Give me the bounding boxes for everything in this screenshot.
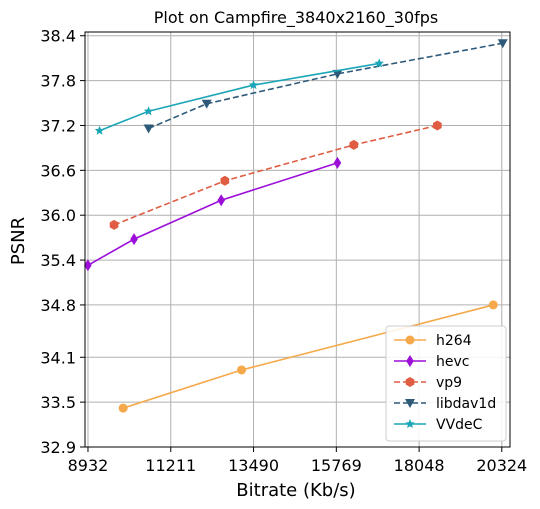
data-point	[130, 233, 138, 246]
y-tick-label: 33.5	[40, 393, 76, 412]
series-line	[148, 42, 503, 130]
x-axis-label: Bitrate (Kb/s)	[236, 480, 355, 501]
data-point	[94, 125, 105, 135]
data-point	[349, 139, 359, 150]
legend-label: libdav1d	[436, 396, 496, 412]
data-point	[237, 365, 247, 375]
x-tick-label: 20324	[476, 456, 527, 475]
axis-ticks: 8932 11211 13490 15769 18048 20324 32.9 33.5 34.…	[40, 27, 527, 475]
x-tick-label: 18048	[394, 456, 445, 475]
y-tick-label: 35.4	[40, 251, 76, 270]
legend-item-hevc: hevc	[394, 354, 469, 370]
legend-marker	[406, 355, 414, 367]
legend-label: VVdeC	[436, 417, 483, 433]
data-point	[143, 124, 154, 134]
data-point	[488, 300, 498, 310]
data-point	[109, 219, 119, 230]
legend: h264 hevc vp9 libdav1d VVdeC	[385, 325, 507, 442]
x-tick-label: 13490	[228, 456, 279, 475]
y-axis-label: PSNR	[8, 217, 29, 265]
data-point	[433, 120, 442, 131]
series-hevc	[84, 156, 342, 272]
y-tick-label: 36.6	[40, 161, 76, 180]
x-tick-label: 15769	[311, 456, 362, 475]
legend-item-vvdec: VVdeC	[394, 417, 483, 433]
legend-marker	[405, 419, 415, 429]
chart-title: Plot on Campfire_3840x2160_30fps	[154, 8, 439, 28]
legend-label: vp9	[436, 375, 462, 391]
series-vvdec	[94, 58, 384, 135]
plot-frame	[84, 31, 511, 448]
legend-box	[385, 325, 507, 442]
series-vp9	[109, 120, 442, 230]
legend-item-h264: h264	[394, 333, 472, 349]
y-tick-label: 34.8	[40, 296, 76, 315]
data-point	[217, 194, 226, 207]
data-point	[332, 69, 343, 79]
legend-marker	[405, 377, 415, 387]
x-tick-label: 11211	[145, 456, 196, 475]
legend-marker	[405, 335, 415, 345]
data-point	[201, 99, 212, 109]
legend-label: hevc	[436, 354, 469, 370]
data-point	[143, 106, 154, 116]
series-libdav1d	[143, 39, 508, 134]
series-line	[113, 124, 438, 226]
data-point	[248, 80, 259, 90]
y-tick-label: 37.8	[40, 72, 76, 91]
legend-label: h264	[436, 333, 472, 349]
legend-item-libdav1d: libdav1d	[394, 396, 496, 412]
series-layer	[84, 39, 508, 413]
data-point	[220, 175, 230, 186]
y-tick-label: 32.9	[40, 438, 76, 457]
y-tick-label: 38.4	[40, 27, 76, 46]
series-line	[87, 162, 338, 266]
data-point	[118, 403, 128, 413]
data-point	[333, 156, 342, 169]
y-tick-label: 34.1	[40, 348, 76, 367]
data-point	[84, 259, 92, 272]
data-point	[374, 58, 384, 68]
x-tick-label: 8932	[68, 456, 109, 475]
data-point	[497, 39, 508, 49]
series-line	[99, 62, 380, 132]
y-tick-label: 36.0	[40, 206, 76, 225]
legend-item-vp9: vp9	[394, 375, 462, 391]
legend-marker	[405, 399, 415, 408]
y-tick-label: 37.2	[40, 116, 76, 135]
